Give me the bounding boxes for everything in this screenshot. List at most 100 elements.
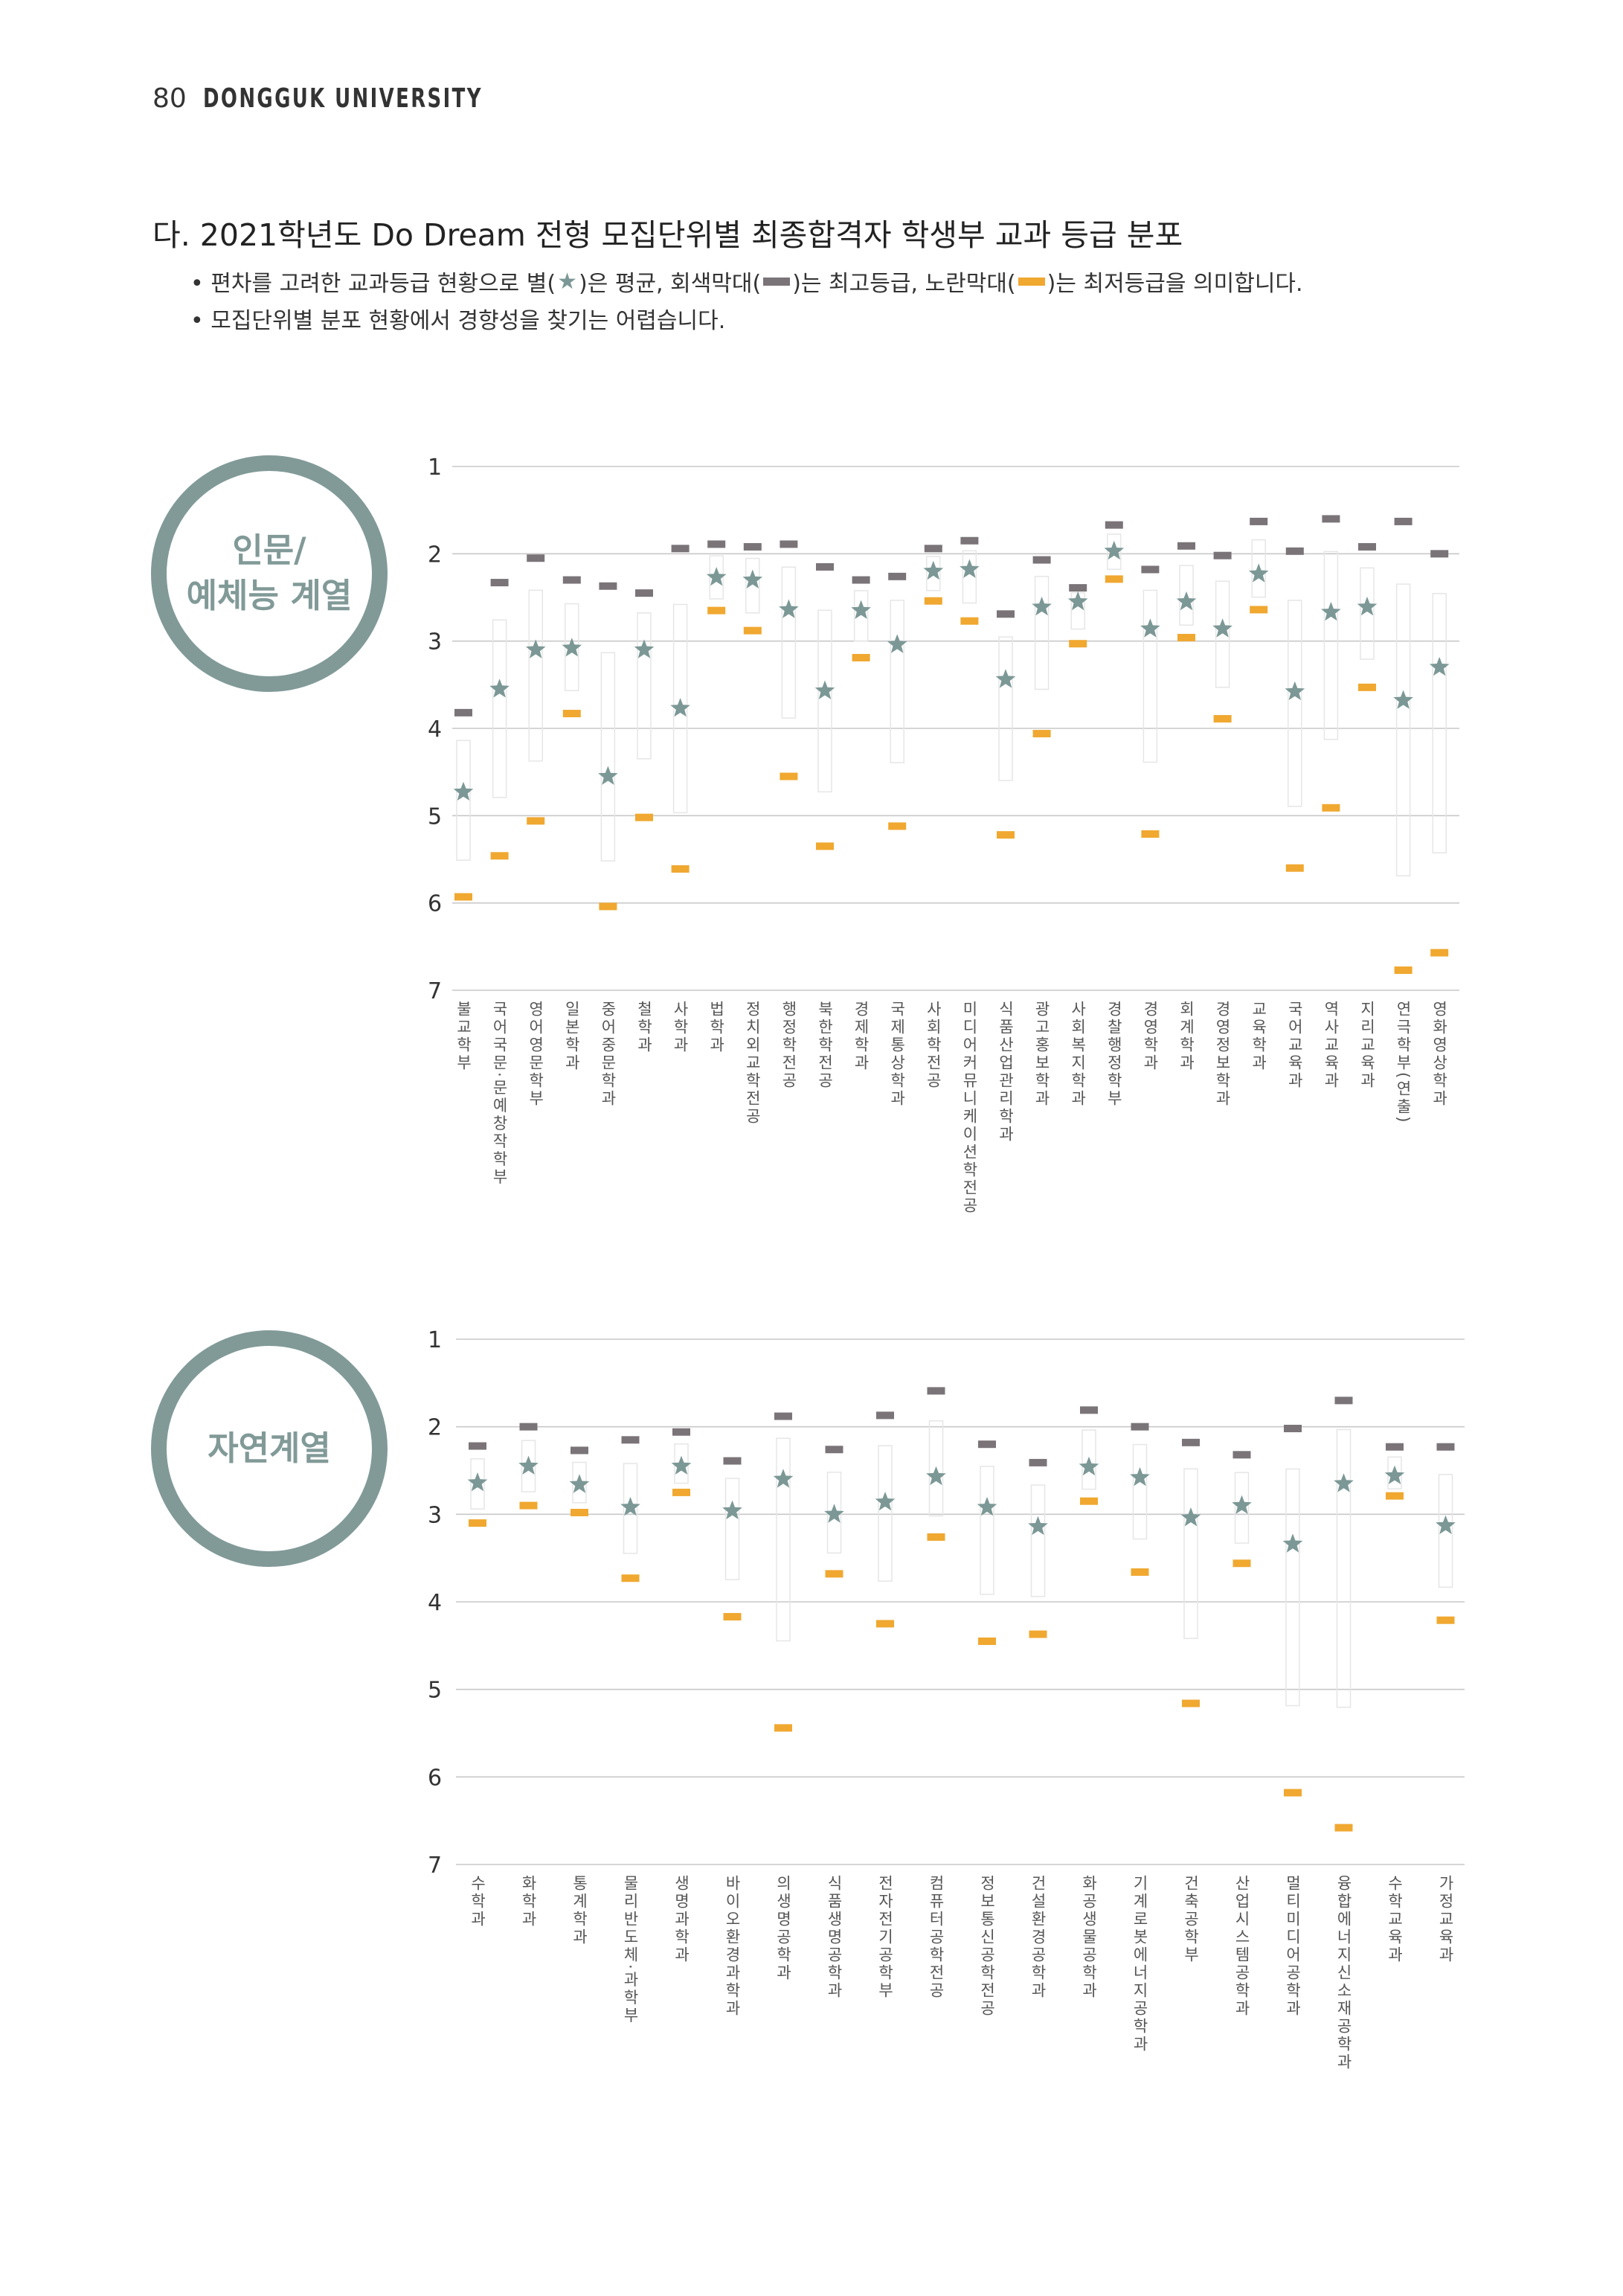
- humanities-best-grade-bar: [960, 536, 979, 545]
- science-average-star: [1028, 1516, 1048, 1536]
- humanities-best-grade-bar: [599, 582, 617, 590]
- science-average-star: [620, 1496, 640, 1516]
- humanities-worst-grade-bar: [1285, 864, 1304, 872]
- science-best-grade-bar: [978, 1440, 996, 1449]
- science-deviation-box: [1285, 1468, 1300, 1707]
- humanities-best-grade-bar: [888, 572, 907, 580]
- humanities-worst-grade-bar: [1177, 633, 1195, 641]
- science-category-label: 건축공학부: [1182, 1875, 1200, 1964]
- humanities-deviation-box: [781, 566, 797, 719]
- science-average-star: [926, 1466, 946, 1486]
- science-worst-grade-bar: [1232, 1559, 1251, 1568]
- science-worst-grade-bar: [1436, 1616, 1455, 1624]
- humanities-category-label: 미디어커뮤니케이션학전공: [960, 1001, 978, 1215]
- humanities-worst-grade-bar: [924, 597, 942, 605]
- science-best-grade-bar: [1436, 1443, 1455, 1451]
- humanities-deviation-box: [1323, 551, 1339, 740]
- humanities-category-label: 사회복지학과: [1069, 1001, 1087, 1108]
- humanities-average-star: [779, 599, 799, 618]
- humanities-category-label: 경제학과: [852, 1001, 870, 1072]
- humanities-y-tick-label: 2: [428, 542, 442, 568]
- humanities-category-label: 교육학과: [1250, 1001, 1267, 1072]
- humanities-deviation-box: [709, 555, 724, 600]
- humanities-worst-grade-bar: [852, 653, 870, 661]
- humanities-average-star: [1429, 656, 1450, 676]
- science-category-label: 건설환경공학과: [1029, 1875, 1047, 2000]
- humanities-worst-grade-bar: [780, 772, 798, 780]
- humanities-average-star: [1321, 601, 1341, 621]
- science-deviation-box: [1234, 1472, 1250, 1544]
- humanities-worst-grade-bar: [997, 831, 1015, 839]
- science-best-grade-bar: [1232, 1451, 1251, 1459]
- science-category-label: 통계학과: [571, 1875, 588, 1946]
- science-deviation-box: [776, 1437, 791, 1642]
- humanities-average-star: [887, 634, 907, 653]
- humanities-best-grade-bar: [671, 545, 690, 553]
- science-best-grade-bar: [1131, 1423, 1149, 1431]
- science-worst-grade-bar: [927, 1533, 945, 1541]
- humanities-deviation-box: [817, 609, 832, 793]
- humanities-best-grade-bar: [816, 562, 834, 571]
- science-best-grade-bar: [1029, 1458, 1047, 1466]
- humanities-category-label: 철학과: [635, 1001, 653, 1054]
- humanities-best-grade-bar: [780, 540, 798, 548]
- humanities-average-star: [1212, 618, 1232, 638]
- legend-note-part-4: )는 최저등급을 의미합니다.: [1047, 271, 1303, 297]
- science-worst-grade-bar: [825, 1570, 843, 1578]
- humanities-worst-grade-bar: [1322, 804, 1340, 812]
- science-y-tick-label: 7: [428, 1853, 442, 1879]
- science-best-grade-bar: [1182, 1438, 1200, 1446]
- humanities-worst-grade-bar: [671, 865, 690, 873]
- humanities-deviation-box: [998, 636, 1013, 781]
- humanities-deviation-box: [456, 740, 471, 861]
- humanities-deviation-box: [745, 557, 760, 614]
- science-average-star: [722, 1500, 742, 1519]
- humanities-best-grade-bar: [1105, 521, 1123, 529]
- humanities-deviation-box: [1288, 600, 1302, 807]
- science-average-star: [773, 1469, 794, 1488]
- legend-note-part-3: )는 최고등급, 노란막대(: [792, 271, 1016, 297]
- humanities-category-label: 법학과: [707, 1001, 725, 1054]
- humanities-y-tick-label: 6: [428, 891, 442, 917]
- science-best-grade-bar: [1080, 1406, 1098, 1414]
- humanities-best-grade-bar: [1177, 542, 1195, 550]
- humanities-worst-grade-bar: [960, 617, 979, 625]
- humanities-average-star: [960, 559, 980, 578]
- humanities-y-tick-label: 4: [428, 716, 442, 743]
- humanities-average-star: [814, 680, 835, 699]
- science-category-label: 멀티미디어공학과: [1284, 1875, 1302, 2018]
- science-best-grade-bar: [672, 1428, 690, 1436]
- humanities-average-star: [1032, 596, 1052, 616]
- humanities-average-star: [525, 639, 546, 658]
- humanities-y-tick-label: 3: [428, 629, 442, 655]
- humanities-worst-grade-bar: [635, 813, 653, 821]
- humanities-average-star: [598, 766, 618, 785]
- science-category-label: 기계로봇에너지공학과: [1131, 1875, 1149, 2053]
- humanities-best-grade-bar: [527, 554, 545, 562]
- humanities-best-grade-bar: [1358, 542, 1376, 551]
- science-category-label: 산업시스템공학과: [1233, 1875, 1251, 2018]
- humanities-label-line-1: 인문/: [232, 530, 306, 571]
- science-best-grade-bar: [571, 1446, 588, 1455]
- humanities-average-star: [453, 781, 474, 801]
- humanities-average-star: [562, 638, 582, 657]
- humanities-y-tick-label: 5: [428, 804, 442, 830]
- humanities-average-star: [851, 600, 871, 619]
- humanities-average-star: [923, 560, 944, 580]
- science-y-tick-label: 5: [428, 1678, 442, 1704]
- university-name: DONGGUK UNIVERSITY: [202, 83, 483, 114]
- humanities-worst-grade-bar: [743, 626, 762, 635]
- science-best-grade-bar: [469, 1442, 486, 1450]
- humanities-average-star: [1285, 681, 1305, 700]
- star-icon: ★: [557, 268, 577, 295]
- science-best-grade-bar: [825, 1446, 843, 1454]
- humanities-worst-grade-bar: [1430, 949, 1449, 957]
- science-worst-grade-bar: [1080, 1497, 1098, 1505]
- legend-note-part-2: )은 평균, 회색막대(: [579, 271, 762, 297]
- humanities-best-grade-bar: [924, 545, 942, 553]
- science-average-star: [875, 1491, 896, 1511]
- humanities-worst-grade-bar: [1032, 730, 1051, 738]
- science-category-label: 바이오환경과학과: [724, 1875, 742, 2018]
- humanities-deviation-box: [890, 600, 904, 763]
